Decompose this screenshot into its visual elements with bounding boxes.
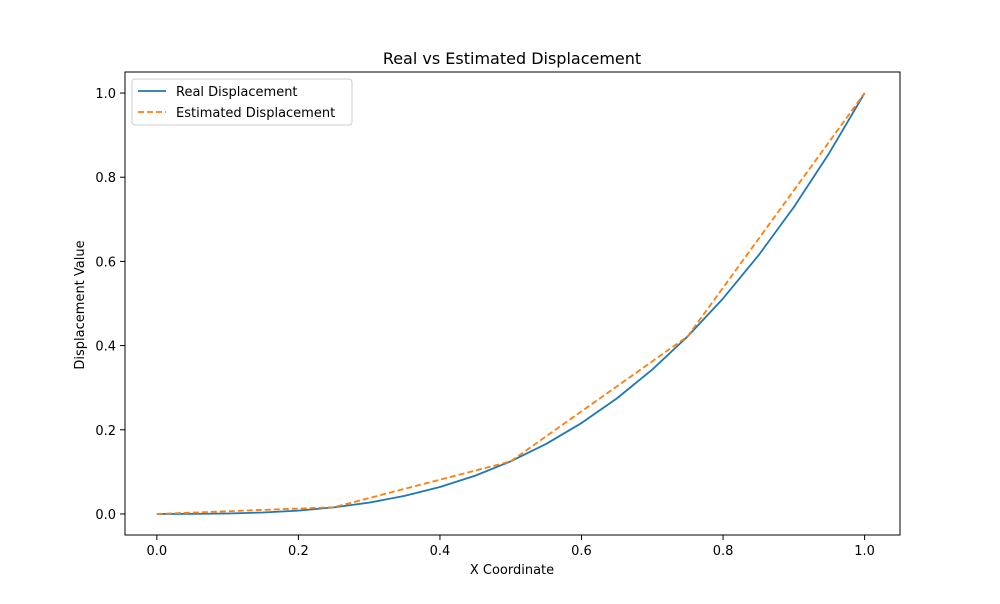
x-tick-label: 0.4 [430,544,451,559]
estimated-displacement-line [156,92,866,515]
plot-area [124,71,901,536]
y-axis-ticks: 0.0 0.2 0.4 0.6 0.8 1.0 [95,87,125,523]
y-tick-label: 0.8 [95,171,116,186]
x-tick-label: 0.2 [288,544,309,559]
legend: Real Displacement Estimated Displacement [131,78,353,126]
axes-frame [124,71,901,536]
chart-title: Real vs Estimated Displacement [383,49,641,68]
x-tick-label: 0.8 [713,544,734,559]
y-tick-label: 1.0 [95,87,116,102]
y-tick-label: 0.2 [95,424,116,439]
legend-label-real-displacement: Real Displacement [176,85,298,100]
x-axis-ticks: 0.0 0.2 0.4 0.6 0.8 1.0 [147,535,875,559]
x-tick-label: 0.0 [147,544,168,559]
real-displacement-line [156,92,866,515]
y-tick-label: 0.0 [95,508,116,523]
legend-label-estimated-displacement: Estimated Displacement [176,106,335,121]
legend-items: Real Displacement Estimated Displacement [138,85,335,121]
series-layer [156,92,866,515]
y-tick-label: 0.4 [95,340,116,355]
y-tick-label: 0.6 [95,255,116,270]
x-tick-label: 1.0 [854,544,875,559]
x-tick-label: 0.6 [571,544,592,559]
y-axis-label: Displacement Value [73,240,88,369]
x-axis-label: X Coordinate [470,563,554,578]
legend-box [131,78,353,126]
